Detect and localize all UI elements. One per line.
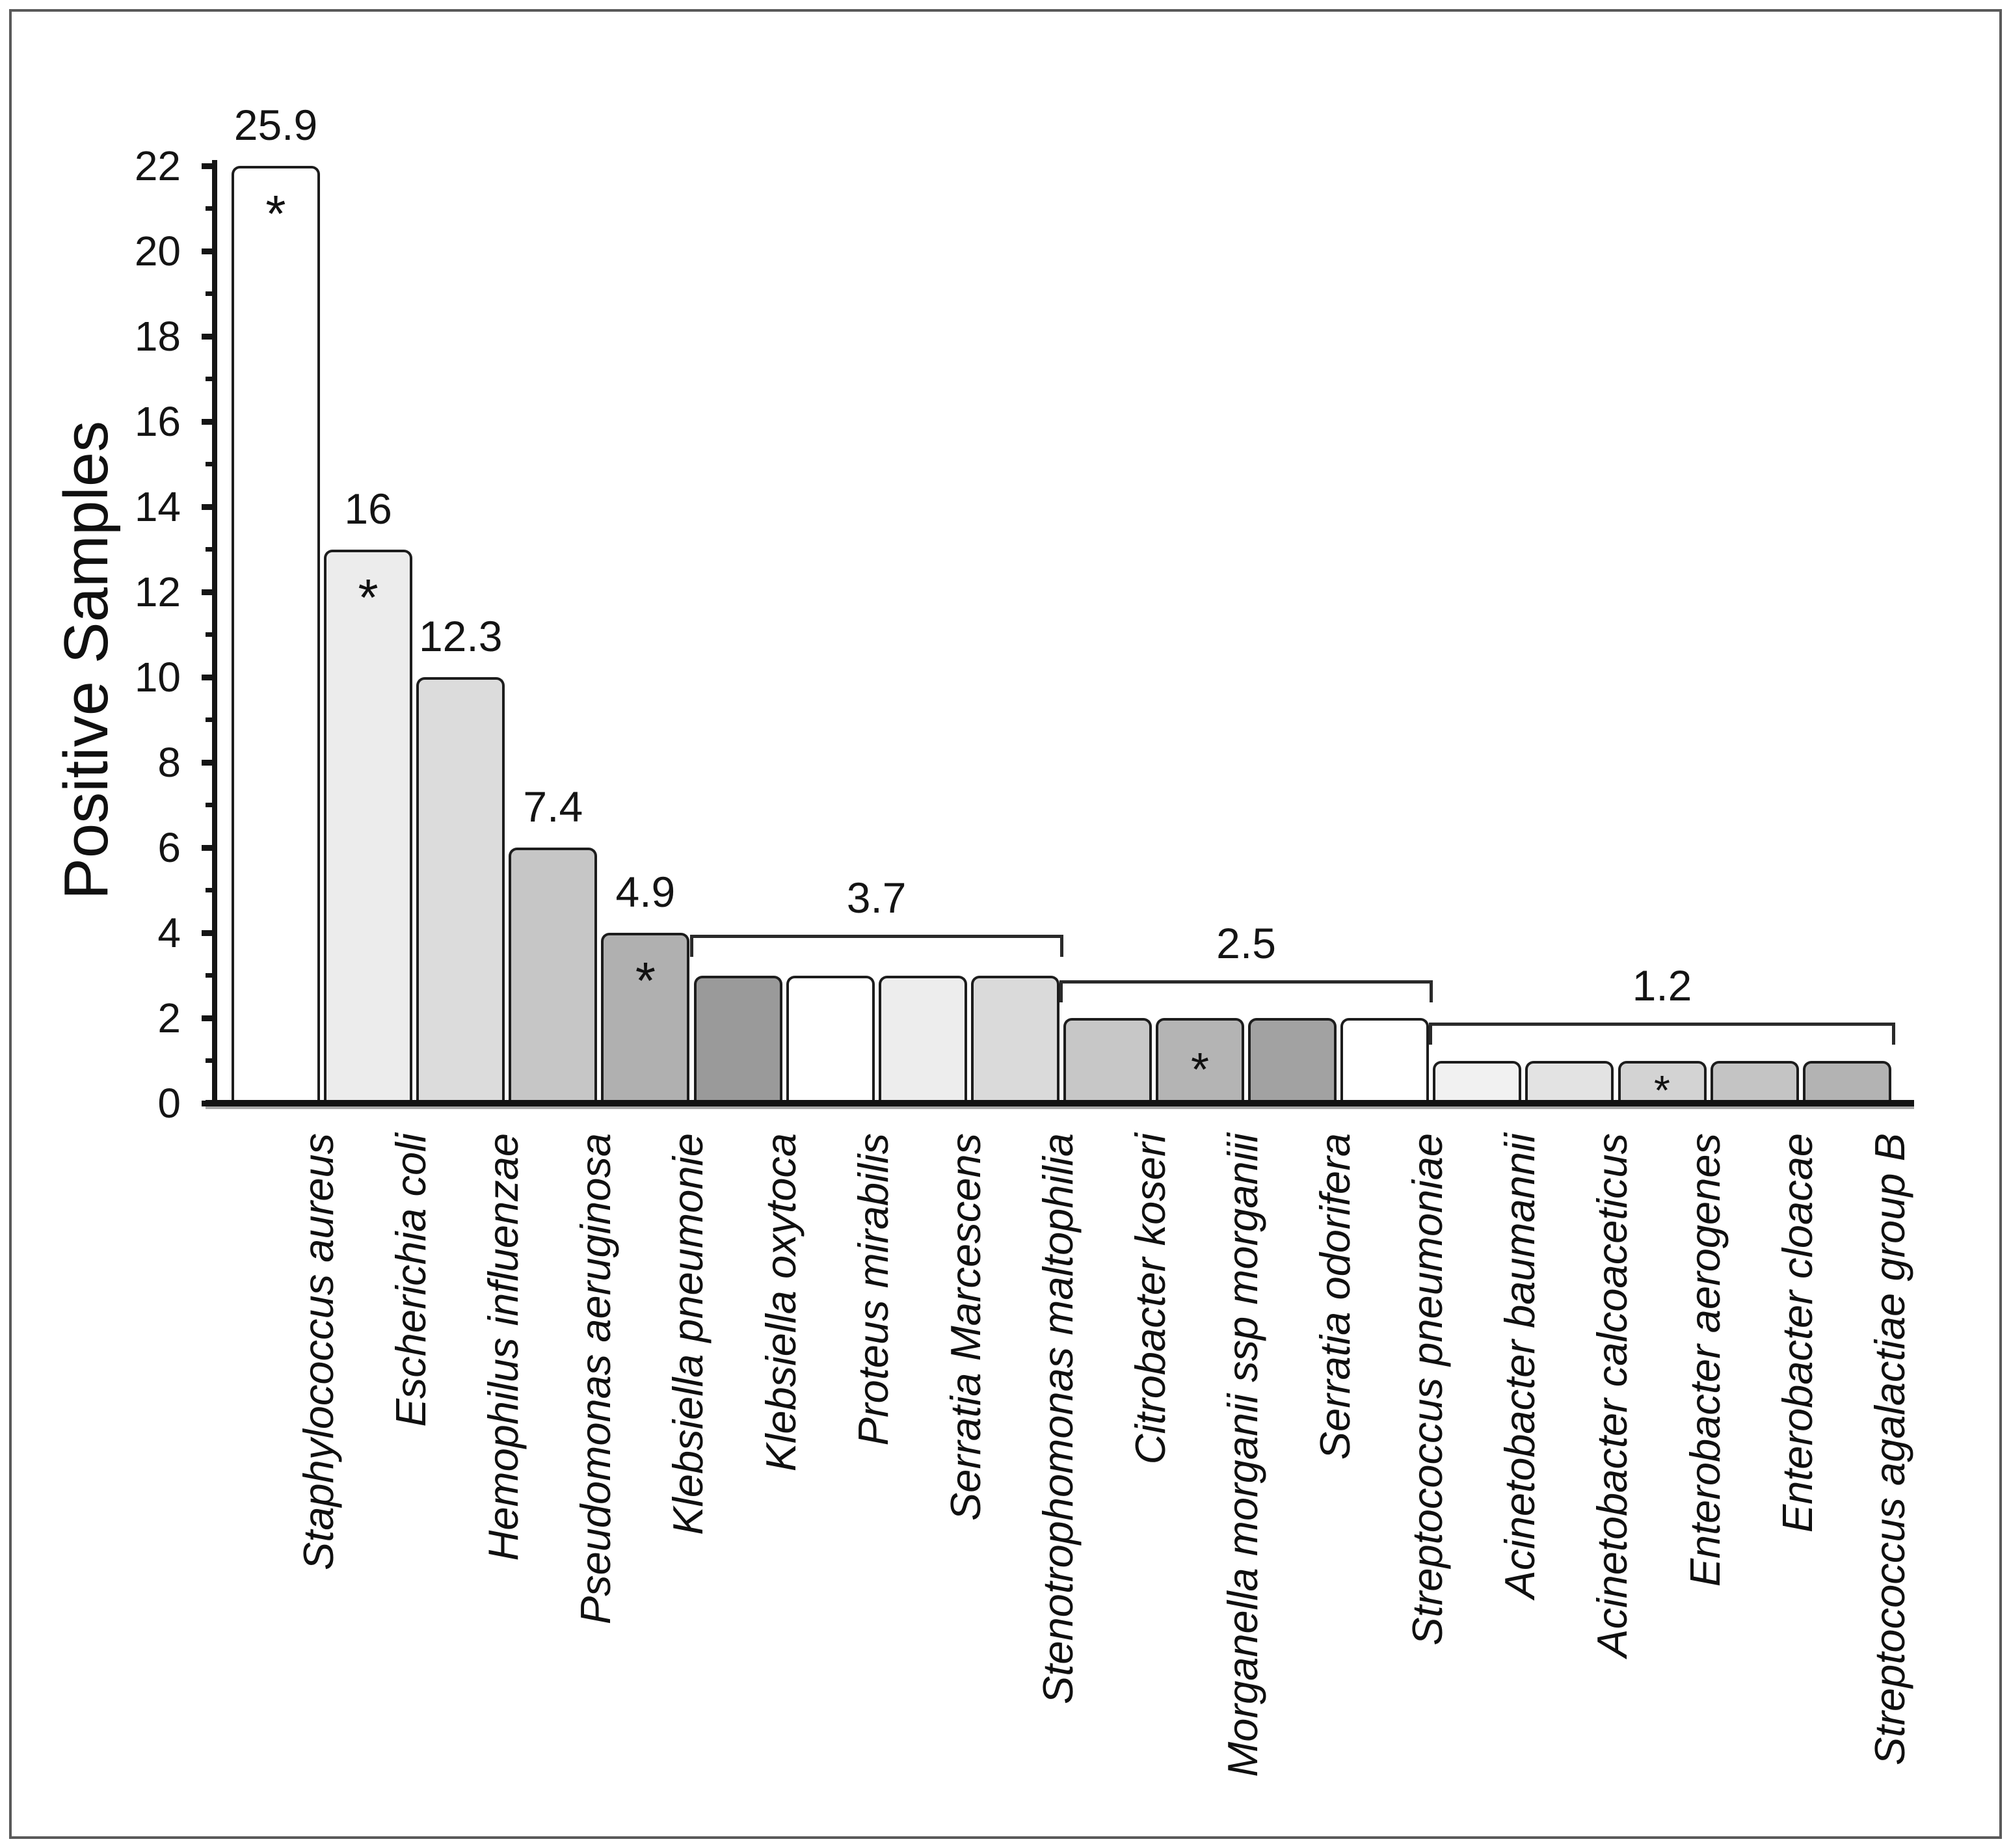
y-axis-tick-label: 0 [157, 1080, 181, 1127]
bar-acinetobacter-calcoaceticus [1525, 1060, 1614, 1106]
y-axis-tick-label: 18 [134, 313, 181, 360]
y-axis-tick-label: 2 [157, 995, 181, 1041]
bracket-line [689, 935, 1063, 939]
bar-citrobacter-koseri [1063, 1018, 1152, 1106]
y-axis-major-tick [202, 674, 212, 680]
significance-asterisk: * [265, 185, 286, 243]
x-axis-label-klebsiella-oxytoca: Klebsiella oxytoca [756, 1133, 805, 1472]
bracket-end-tick [1059, 935, 1063, 957]
y-axis-tick-label: 16 [134, 398, 181, 445]
x-axis-label-hemophilus-influenzae: Hemophilus influenzae [479, 1133, 527, 1561]
bar-stenotrophomonas-maltophilia [970, 975, 1059, 1106]
bar-hemophilus-influenzae [416, 677, 505, 1106]
bar-acinetobacter-baumannii [1433, 1060, 1522, 1106]
significance-asterisk: * [635, 952, 656, 1010]
bracket-label: 2.5 [1216, 919, 1276, 968]
bracket-label: 1.2 [1632, 961, 1692, 1010]
bar-streptococcus-agalactiae-group-b [1802, 1060, 1891, 1106]
bracket-line [1059, 980, 1433, 984]
x-axis-shadow [206, 1106, 1914, 1109]
bar-streptococcus-pneumoniae [1340, 1018, 1430, 1106]
bar-serratia-odorifera [1248, 1018, 1337, 1106]
bar-klebsiella-oxytoca [693, 975, 782, 1106]
y-axis-major-tick [202, 333, 212, 340]
bar-value-label: 16 [344, 484, 392, 533]
y-axis-minor-tick [206, 717, 212, 722]
x-axis-label-morganella-morganii-ssp-morganiii: Morganella morganii ssp morganiii [1219, 1133, 1266, 1777]
y-axis-major-tick [202, 418, 212, 425]
figure-border [9, 9, 2002, 1839]
x-axis-label-pseudomonas-aeruginosa: Pseudomonas aeruginosa [572, 1133, 620, 1625]
bar-staphylococcus-aureus [232, 166, 320, 1106]
bar-value-label: 12.3 [418, 612, 503, 660]
bar-klebsiella-pneumonie [601, 933, 690, 1106]
y-axis-major-tick [202, 759, 212, 766]
x-axis-label-acinetobacter-baumannii: Acinetobacter baumannii [1496, 1133, 1544, 1599]
significance-asterisk: * [358, 568, 379, 626]
bar-proteus-mirabilis [786, 975, 875, 1106]
y-axis-major-tick [202, 503, 212, 510]
bar-value-label: 4.9 [615, 868, 676, 916]
y-axis-tick-label: 20 [134, 228, 181, 275]
y-axis-minor-tick [206, 377, 212, 381]
y-axis-minor-tick [206, 1058, 212, 1063]
x-axis-label-proteus-mirabilis: Proteus mirabilis [849, 1133, 897, 1446]
significance-asterisk: * [1654, 1067, 1670, 1114]
y-axis-minor-tick [206, 462, 212, 466]
y-axis-minor-tick [206, 206, 212, 211]
y-axis-major-tick [202, 930, 212, 936]
y-axis-minor-tick [206, 973, 212, 978]
bracket-end-tick [1059, 980, 1063, 1003]
x-axis-label-streptococcus-agalactiae-group-b: Streptococcus agalactiae group B [1865, 1133, 1913, 1765]
bracket-line [1429, 1023, 1895, 1026]
y-axis-minor-tick [206, 632, 212, 637]
x-axis-label-streptococcus-pneumoniae: Streptococcus pneumoniae [1404, 1133, 1452, 1646]
y-axis-tick-label: 10 [134, 654, 181, 701]
y-axis-title: Positive Samples [51, 420, 121, 900]
bracket-end-tick [1430, 980, 1433, 1003]
y-axis-minor-tick [206, 803, 212, 807]
y-axis-tick-label: 12 [134, 569, 181, 615]
x-axis-label-serratia-odorifera: Serratia odorifera [1311, 1133, 1359, 1460]
y-axis-tick-label: 8 [157, 739, 181, 786]
y-axis [212, 160, 217, 1103]
y-axis-major-tick [202, 844, 212, 851]
x-axis-label-serratia-marcescens: Serratia Marcescens [941, 1133, 989, 1521]
bar-serratia-marcescens [878, 975, 967, 1106]
bracket-end-tick [1429, 1023, 1433, 1045]
y-axis-tick-label: 14 [134, 483, 181, 530]
bar-morganella-morganii-ssp-morganiii [1156, 1018, 1244, 1106]
bracket-end-tick [689, 935, 693, 957]
y-axis-minor-tick [206, 291, 212, 296]
y-axis-minor-tick [206, 547, 212, 552]
x-axis-label-staphylococcus-aureus: Staphylococcus aureus [295, 1133, 342, 1571]
bar-value-label: 25.9 [233, 101, 318, 149]
x-axis-label-acinetobacter-calcoaceticus: Acinetobacter calcoaceticus [1588, 1133, 1636, 1657]
y-axis-minor-tick [206, 888, 212, 892]
x-axis-label-klebsiella-pneumonie: Klebsiella pneumonie [664, 1133, 712, 1535]
significance-asterisk: * [1190, 1043, 1210, 1096]
y-axis-tick-label: 4 [157, 909, 181, 956]
x-axis-label-escherichia-coli: Escherichia coli [387, 1133, 435, 1427]
x-axis-label-enterobacter-aerogenes: Enterobacter aerogenes [1681, 1133, 1729, 1587]
y-axis-major-tick [202, 163, 212, 169]
bar-pseudomonas-aeruginosa [509, 848, 598, 1106]
y-axis-major-tick [202, 1015, 212, 1021]
y-axis-major-tick [202, 589, 212, 595]
x-axis-label-citrobacter-koseri: Citrobacter koseri [1126, 1133, 1174, 1465]
x-axis-label-enterobacter-cloacae: Enterobacter cloacae [1773, 1133, 1821, 1533]
bracket-label: 3.7 [846, 874, 907, 922]
bar-value-label: 7.4 [523, 783, 583, 831]
x-axis-label-stenotrophomonas-maltophilia: Stenotrophomonas maltophilia [1033, 1133, 1082, 1705]
y-axis-major-tick [202, 248, 212, 254]
y-axis-tick-label: 22 [134, 142, 181, 189]
bar-enterobacter-cloacae [1710, 1060, 1799, 1106]
bar-escherichia-coli [324, 549, 413, 1106]
bar-enterobacter-aerogenes [1618, 1060, 1707, 1106]
bracket-end-tick [1891, 1023, 1895, 1045]
x-axis [206, 1100, 1914, 1106]
y-axis-tick-label: 6 [157, 824, 181, 871]
